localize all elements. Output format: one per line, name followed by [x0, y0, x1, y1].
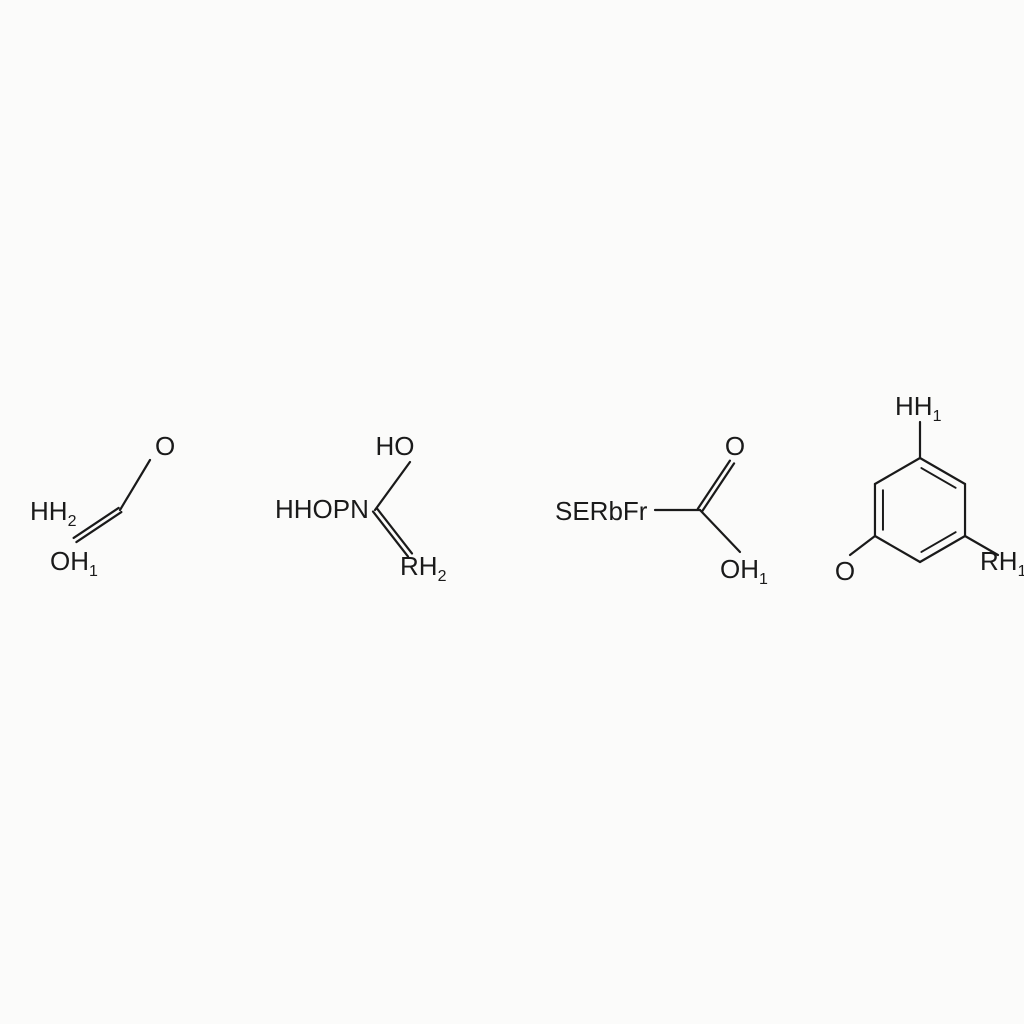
chemical-diagram: O HH2 OH1 HO HHOPN RH2 O SERbFr OH1 HH1 RH1 O	[0, 0, 1024, 1024]
atom-label: O	[725, 431, 745, 461]
atom-label: O	[835, 556, 855, 586]
atom-label: HHOPN	[275, 494, 369, 524]
atom-label: OH1	[50, 546, 98, 580]
atom-label: HO	[376, 431, 415, 461]
atom-label: OH1	[720, 554, 768, 588]
atom-label: RH1	[980, 546, 1024, 580]
atom-label: HH1	[895, 391, 942, 425]
atom-label: O	[155, 431, 175, 461]
structure-struct4: HH1 RH1 O	[835, 391, 1024, 586]
atom-label: RH2	[400, 551, 447, 585]
structure-struct1: O HH2 OH1	[30, 431, 175, 580]
structure-struct2: HO HHOPN RH2	[275, 431, 447, 585]
structure-struct3: O SERbFr OH1	[555, 431, 768, 588]
atom-label: SERbFr	[555, 496, 648, 526]
atom-label: HH2	[30, 496, 77, 530]
